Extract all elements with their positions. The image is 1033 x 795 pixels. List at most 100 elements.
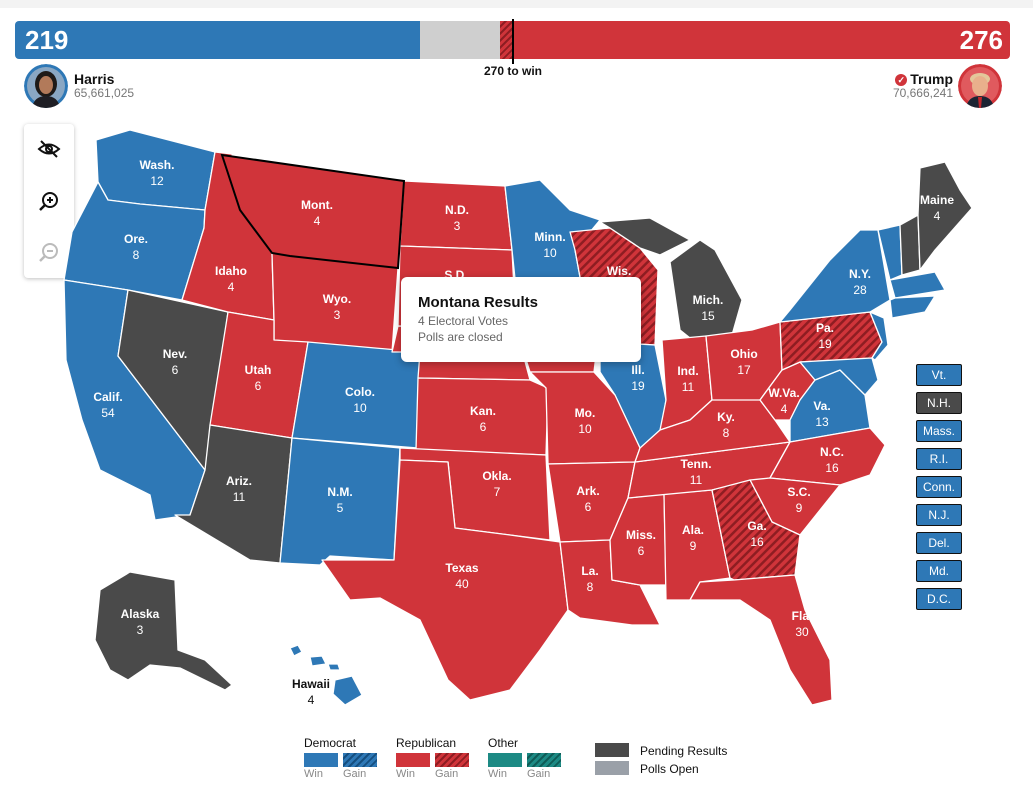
state-hi[interactable] — [289, 644, 363, 706]
label-nd: N.D. — [445, 203, 469, 217]
ev-hi: 4 — [308, 693, 315, 707]
label-wi: Wis. — [607, 264, 632, 278]
small-state-button-md[interactable]: Md. — [916, 560, 962, 582]
label-me: Maine — [920, 193, 954, 207]
ev-ok: 7 — [494, 485, 501, 499]
state-nj[interactable] — [869, 311, 889, 361]
trump-ev-bar — [500, 21, 1010, 59]
ev-ny: 28 — [853, 283, 867, 297]
ev-la: 8 — [587, 580, 594, 594]
tooltip-poll-status: Polls are closed — [418, 330, 503, 344]
ev-nv: 6 — [172, 363, 179, 377]
state-labels: Wash. 12 Ore. 8 Calif. 54 Nev. 6 Idaho 4… — [93, 158, 954, 707]
legend-democrat-gain-label: Gain — [343, 768, 367, 780]
trump-name: Trump — [910, 71, 953, 87]
legend-pending-swatch — [595, 743, 629, 757]
win-threshold-line — [512, 19, 514, 64]
state-md-de[interactable] — [799, 357, 879, 396]
small-state-button-ct[interactable]: Conn. — [916, 476, 962, 498]
ev-il: 19 — [631, 379, 645, 393]
ev-az: 11 — [233, 490, 246, 504]
state-ct-ri[interactable] — [889, 295, 936, 319]
label-or: Ore. — [124, 232, 148, 246]
label-sc: S.C. — [787, 485, 810, 499]
legend-other-heading: Other — [488, 736, 519, 750]
ev-ca: 54 — [101, 406, 115, 420]
ev-sc: 9 — [796, 501, 803, 515]
ev-mn: 10 — [543, 246, 557, 260]
check-icon: ✓ — [895, 74, 908, 86]
pending-ev-bar — [420, 21, 500, 59]
state-nh[interactable] — [899, 214, 921, 276]
zoom-out-button[interactable] — [24, 228, 74, 278]
trump-name-row: ✓ Trump — [895, 71, 953, 87]
harris-ev-bar — [15, 21, 420, 59]
harris-portrait-icon — [24, 64, 68, 108]
ev-tx: 40 — [455, 577, 469, 591]
state-ga[interactable] — [711, 479, 801, 581]
legend-pending-label: Pending Results — [640, 744, 728, 758]
label-oh: Ohio — [730, 347, 757, 361]
small-state-button-vt[interactable]: Vt. — [916, 364, 962, 386]
zoom-out-icon — [39, 243, 58, 262]
zoom-in-button[interactable] — [24, 177, 74, 227]
label-ut: Utah — [245, 363, 272, 377]
small-state-button-ma[interactable]: Mass. — [916, 420, 962, 442]
ev-ky: 8 — [723, 426, 730, 440]
state-ma[interactable] — [889, 271, 946, 299]
legend-republican-gain-swatch — [435, 753, 469, 767]
ev-oh: 17 — [737, 363, 751, 377]
label-nc: N.C. — [820, 445, 844, 459]
label-wa: Wash. — [140, 158, 175, 172]
legend-democrat-win-swatch — [304, 753, 338, 767]
legend-other-gain-swatch — [527, 753, 561, 767]
harris-avatar — [24, 64, 68, 108]
legend-republican-win-label: Win — [396, 768, 415, 780]
ev-pa: 19 — [818, 337, 832, 351]
label-al: Ala. — [682, 523, 704, 537]
ev-va: 13 — [815, 415, 829, 429]
trump-avatar — [958, 64, 1002, 108]
montana-highlight — [220, 153, 406, 270]
state-tx[interactable] — [321, 459, 569, 701]
label-nm: N.M. — [327, 485, 352, 499]
label-mo: Mo. — [575, 406, 596, 420]
harris-name: Harris — [74, 71, 115, 87]
state-mi[interactable] — [669, 239, 743, 339]
label-ny: N.Y. — [849, 267, 871, 281]
label-ok: Okla. — [482, 469, 511, 483]
label-fl: Fla. — [792, 609, 813, 623]
ev-tn: 11 — [690, 473, 703, 487]
ev-nm: 5 — [337, 501, 344, 515]
label-mt: Mont. — [301, 198, 333, 212]
ev-ak: 3 — [137, 623, 144, 637]
small-state-button-de[interactable]: Del. — [916, 532, 962, 554]
legend-democrat-gain-swatch — [343, 753, 377, 767]
small-state-button-dc[interactable]: D.C. — [916, 588, 962, 610]
toggle-visibility-button[interactable] — [24, 124, 74, 174]
label-tn: Tenn. — [680, 457, 711, 471]
label-la: La. — [581, 564, 598, 578]
state-mi-up[interactable] — [599, 217, 691, 256]
state-fl[interactable] — [689, 574, 833, 706]
state-me[interactable] — [917, 161, 973, 271]
ev-ar: 6 — [585, 500, 592, 514]
ev-al: 9 — [690, 539, 697, 553]
small-state-button-nj[interactable]: N.J. — [916, 504, 962, 526]
ev-wa: 12 — [150, 174, 164, 188]
state-ny[interactable] — [779, 229, 891, 323]
small-state-button-nh[interactable]: N.H. — [916, 392, 962, 414]
ev-nd: 3 — [454, 219, 461, 233]
ev-ks: 6 — [480, 420, 487, 434]
trump-portrait-icon — [958, 64, 1002, 108]
ev-co: 10 — [353, 401, 367, 415]
state-ak[interactable] — [94, 571, 233, 691]
legend-democrat-win-label: Win — [304, 768, 323, 780]
trump-votes: 70,666,241 — [892, 86, 953, 100]
label-az: Ariz. — [226, 474, 252, 488]
legend-republican-heading: Republican — [396, 736, 457, 750]
small-state-button-ri[interactable]: R.I. — [916, 448, 962, 470]
label-ca: Calif. — [93, 390, 122, 404]
legend-democrat-heading: Democrat — [304, 736, 357, 750]
